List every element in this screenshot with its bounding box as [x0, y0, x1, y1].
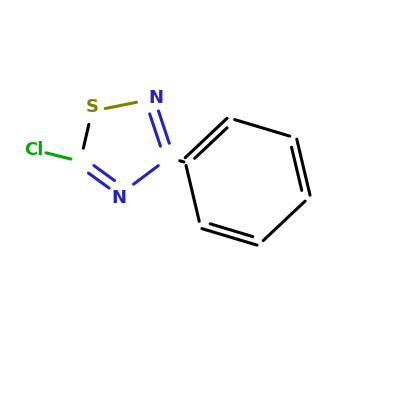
Text: N: N [148, 89, 163, 107]
Text: N: N [112, 189, 126, 207]
Text: S: S [85, 98, 98, 116]
Text: Cl: Cl [24, 141, 44, 159]
